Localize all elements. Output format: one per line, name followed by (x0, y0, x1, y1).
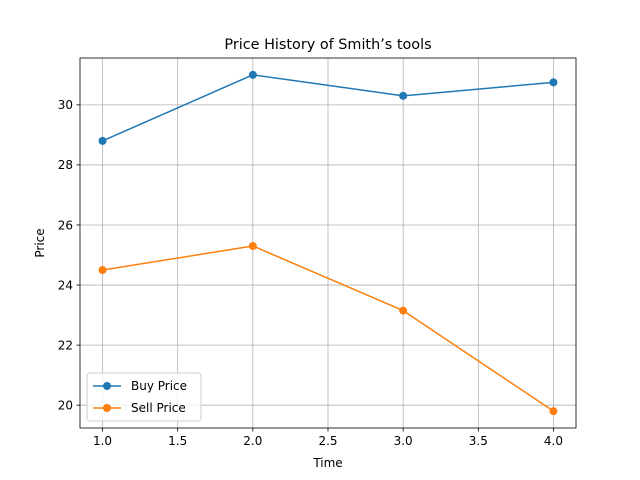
legend-box (86, 372, 202, 422)
data-point-buy-price (248, 70, 257, 79)
data-point-sell-price (248, 242, 257, 251)
x-tick-label: 1.5 (168, 434, 187, 448)
series-line-sell-price (102, 245, 554, 412)
x-tick-label: 3.5 (469, 434, 488, 448)
legend-marker-sell-price (103, 404, 111, 412)
x-axis-ticks: 1.0 1.5 2.0 2.5 3.0 3.5 4.0 (93, 428, 563, 448)
data-point-buy-price (549, 78, 558, 87)
x-tick-label: 2.5 (318, 434, 337, 448)
x-tick-label: 1.0 (93, 434, 112, 448)
legend: Buy Price Sell Price (86, 372, 202, 422)
data-point-buy-price (399, 91, 408, 100)
x-axis-label: Time (312, 456, 342, 470)
x-tick-label: 2.0 (243, 434, 262, 448)
y-tick-label: 28 (58, 158, 73, 172)
y-tick-label: 26 (58, 218, 73, 232)
x-tick-label: 3.0 (394, 434, 413, 448)
grid-lines (80, 58, 576, 428)
series-sell-price (98, 242, 558, 416)
data-point-buy-price (98, 136, 107, 145)
data-point-sell-price (549, 407, 558, 416)
data-point-sell-price (98, 266, 107, 275)
legend-label-buy-price: Buy Price (131, 379, 187, 393)
legend-label-sell-price: Sell Price (131, 401, 186, 415)
y-axis-label: Price (33, 228, 47, 257)
y-tick-label: 20 (58, 398, 73, 412)
y-tick-label: 22 (58, 338, 73, 352)
data-point-sell-price (399, 306, 408, 315)
y-axis-ticks: 20 22 24 26 28 30 (58, 98, 80, 412)
x-tick-label: 4.0 (544, 434, 563, 448)
y-tick-label: 24 (58, 278, 73, 292)
series-buy-price (98, 70, 558, 145)
series-line-buy-price (102, 74, 554, 142)
legend-marker-buy-price (103, 382, 111, 390)
y-tick-label: 30 (58, 98, 73, 112)
series-layer (98, 70, 558, 416)
chart-title: Price History of Smith’s tools (224, 37, 431, 53)
